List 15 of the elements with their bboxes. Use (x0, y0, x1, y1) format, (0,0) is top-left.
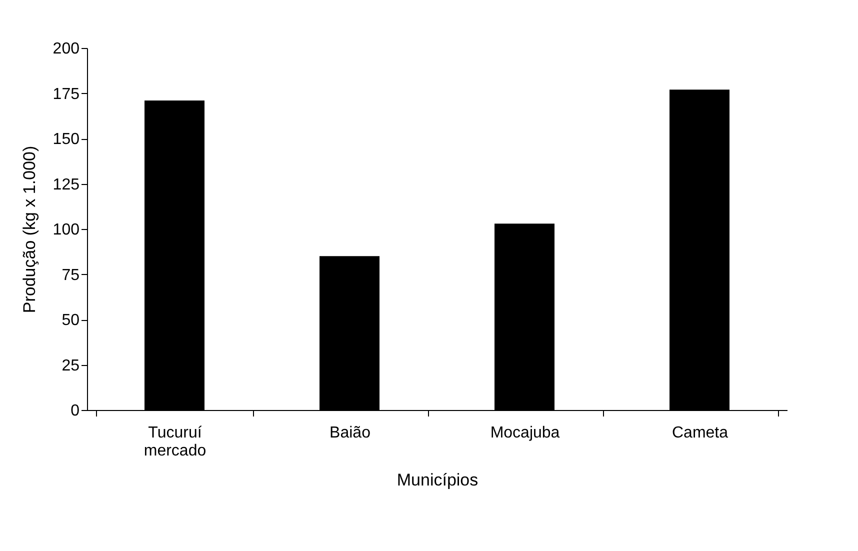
y-tick-label: 50 (62, 312, 80, 329)
y-tick-label: 100 (52, 222, 80, 238)
y-tick-label: 125 (52, 176, 80, 194)
y-tick-label: 175 (52, 86, 80, 103)
x-axis-title: Municípios (396, 470, 478, 490)
x-tick-label: Tucuruí mercado (144, 424, 206, 460)
y-tick-label: 25 (62, 357, 80, 374)
y-tick-label: 0 (70, 402, 80, 420)
x-tick-label: Cameta (672, 424, 728, 442)
y-axis-title: Produção (kg x 1.000) (20, 146, 39, 314)
x-tick-label: Mocajuba (490, 424, 560, 442)
y-tick-label: 75 (62, 266, 80, 284)
y-tick-label: 150 (52, 131, 80, 148)
y-tick-label: 200 (52, 40, 80, 58)
x-tick-label: Baião (330, 424, 371, 442)
